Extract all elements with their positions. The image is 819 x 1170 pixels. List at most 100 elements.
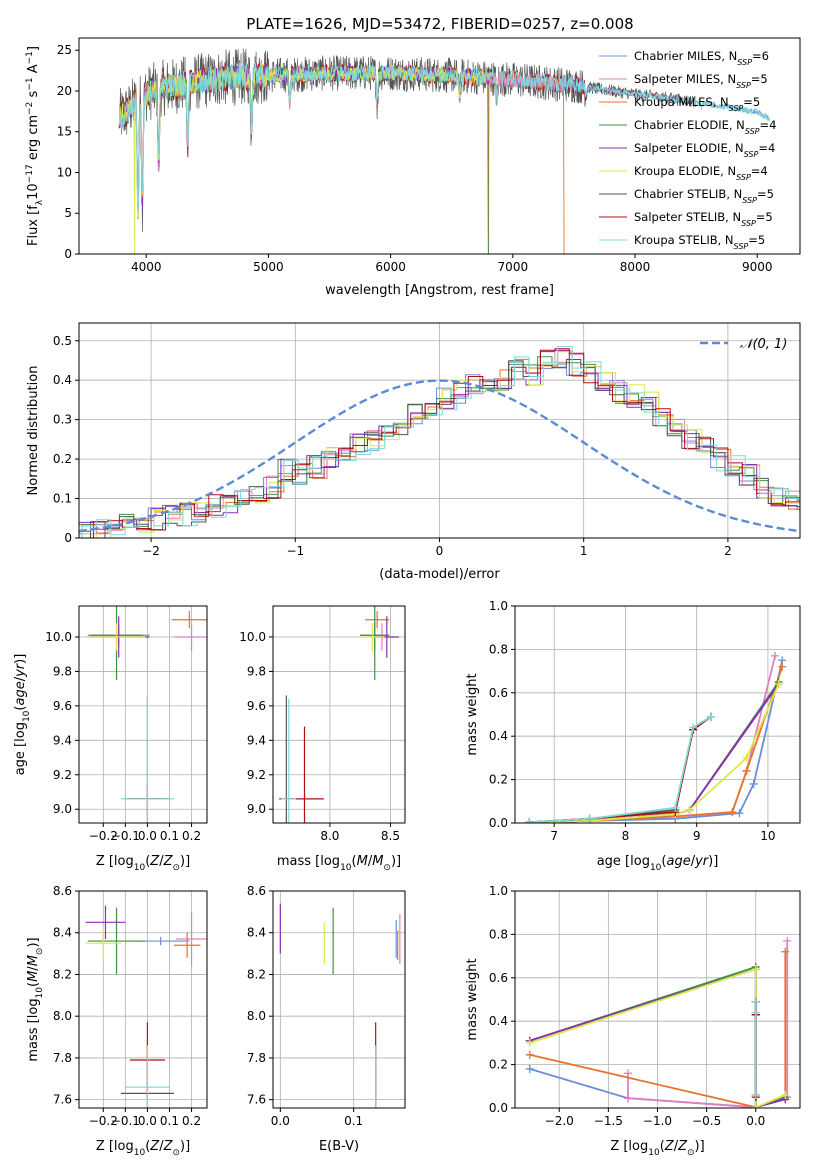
label-part: )] bbox=[391, 854, 401, 869]
legend-text: Kroupa ELODIE, N bbox=[634, 164, 736, 178]
y-axis-label: Flux [fλ10−17 erg cm−2 s−1 A−1] bbox=[25, 46, 45, 246]
x-tick-label: 10 bbox=[760, 829, 775, 843]
label-part: Z [log bbox=[96, 1139, 134, 1154]
axis-label: age [log10(age/yr)] bbox=[13, 654, 32, 776]
x-tick-label: 0.0 bbox=[138, 1114, 157, 1128]
y-tick-label: 8.4 bbox=[53, 926, 72, 940]
label-part: λ bbox=[35, 199, 45, 205]
y-axis-label: mass weight bbox=[465, 673, 480, 755]
weight-kroupa_stelib-marker bbox=[585, 814, 594, 823]
label-part: ( bbox=[660, 1139, 665, 1154]
y-tick-label: 8.2 bbox=[53, 967, 72, 981]
legend-sub: SSP bbox=[745, 127, 760, 136]
plot-area bbox=[118, 48, 770, 254]
x-tick-label: 0.0 bbox=[138, 829, 157, 843]
x-tick-label: −0.1 bbox=[111, 829, 140, 843]
label-part: 10 bbox=[648, 1148, 660, 1158]
legend-label-chabrier_miles: Chabrier MILES, NSSP=6 bbox=[634, 49, 769, 67]
weight-chabrier_miles-line bbox=[529, 660, 784, 823]
y-tick-label: 0.2 bbox=[489, 773, 508, 787]
label-part: yr bbox=[13, 662, 28, 678]
plot-area bbox=[87, 606, 207, 823]
label-part: M bbox=[26, 955, 41, 966]
weight-kroupa_stelib-marker bbox=[671, 803, 680, 812]
y-tick-label: 10 bbox=[57, 165, 72, 179]
y-tick-label: 9.0 bbox=[247, 802, 266, 816]
label-part: −1 bbox=[25, 77, 35, 90]
x-axis-label: Z [log10(Z/Z⊙)] bbox=[610, 1139, 704, 1158]
x-tick-label: 9 bbox=[693, 829, 701, 843]
y-tick-label: 0.2 bbox=[489, 1058, 508, 1072]
y-tick-label: 10.0 bbox=[239, 630, 266, 644]
weight-kroupa_stelib-marker bbox=[751, 997, 760, 1006]
label-part: ⊙ bbox=[35, 948, 45, 956]
x-axis-label: wavelength [Angstrom, rest frame] bbox=[325, 283, 554, 298]
label-part: / bbox=[13, 676, 28, 681]
x-tick-label: −0.1 bbox=[111, 1114, 140, 1128]
label-part: ( bbox=[13, 706, 28, 711]
weight-chabrier_elodie-line bbox=[529, 681, 780, 823]
weight-kroupa_stelib-marker bbox=[525, 818, 534, 823]
x-tick-label: −0.5 bbox=[692, 1114, 721, 1128]
y-tick-label: 0.8 bbox=[489, 642, 508, 656]
label-part: ⊙ bbox=[383, 863, 391, 873]
legend-sub: SSP bbox=[736, 81, 751, 90]
weight-kroupa_elodie-marker bbox=[781, 1090, 790, 1099]
x-tick-label: 0.0 bbox=[746, 1114, 765, 1128]
weight-salpeter_elodie-line bbox=[529, 683, 780, 823]
y-tick-label: 0 bbox=[64, 247, 72, 261]
y-tick-label: 0.0 bbox=[489, 816, 508, 830]
y-axis-label: mass weight bbox=[465, 958, 480, 1040]
weight-chabrier_miles-line bbox=[529, 1001, 757, 1108]
label-part: 10 bbox=[134, 1148, 146, 1158]
x-tick-label: 9000 bbox=[742, 260, 773, 274]
legend-suffix: =4 bbox=[760, 118, 777, 132]
weight-kroupa_elodie-marker bbox=[525, 1038, 534, 1047]
legend-sub: SSP bbox=[737, 58, 752, 67]
y-tick-label: 9.2 bbox=[247, 768, 266, 782]
y-tick-label: 8.0 bbox=[53, 1009, 72, 1023]
plot-area bbox=[279, 903, 401, 1108]
weight-kroupa_elodie-marker bbox=[774, 680, 783, 689]
x-tick-label: 2 bbox=[724, 544, 732, 558]
x-tick-label: −0.2 bbox=[89, 829, 118, 843]
plot-area bbox=[525, 651, 787, 823]
label-part: s bbox=[26, 90, 41, 101]
legend-normal-label: 𝒩(0, 1) bbox=[740, 337, 787, 352]
y-tick-label: 9.2 bbox=[53, 768, 72, 782]
y-tick-label: 25 bbox=[57, 43, 72, 57]
x-tick-label: 6000 bbox=[375, 260, 406, 274]
weight-kroupa_miles-marker bbox=[742, 766, 751, 775]
label-part: )] bbox=[26, 937, 41, 947]
weight-salpeter_miles-marker bbox=[783, 936, 792, 945]
label-part: / bbox=[691, 854, 696, 869]
label-part: −2 bbox=[25, 102, 35, 115]
axis-label: mass [log10(M/M⊙)] bbox=[26, 937, 45, 1061]
label-part: M bbox=[372, 854, 383, 869]
y-tick-label: 0.6 bbox=[489, 971, 508, 985]
label-part: )] bbox=[13, 654, 28, 664]
figure-title: PLATE=1626, MJD=53472, FIBERID=0257, z=0… bbox=[246, 15, 633, 33]
legend-sub: SSP bbox=[744, 150, 759, 159]
spectrum-chabrier_elodie-line bbox=[118, 64, 489, 254]
label-part: Z bbox=[163, 854, 174, 869]
y-tick-label: 7.6 bbox=[53, 1093, 72, 1107]
legend-suffix: =5 bbox=[751, 72, 768, 86]
label-part: Z bbox=[149, 854, 160, 869]
label-part: 10 bbox=[26, 183, 41, 200]
legend-label-salpeter_miles: Salpeter MILES, NSSP=5 bbox=[634, 72, 768, 90]
weight-kroupa_stelib-line bbox=[529, 715, 712, 823]
label-part: −1 bbox=[25, 51, 35, 64]
label-part: ( bbox=[352, 854, 357, 869]
x-tick-label: −0.2 bbox=[89, 1114, 118, 1128]
x-tick-label: 4000 bbox=[131, 260, 162, 274]
label-part: Flux [f bbox=[26, 205, 41, 246]
label-part: ( bbox=[661, 854, 666, 869]
label-part: Z [log bbox=[96, 854, 134, 869]
y-tick-label: 9.8 bbox=[247, 664, 266, 678]
label-part: ⊙ bbox=[172, 863, 180, 873]
x-tick-label: 8000 bbox=[620, 260, 651, 274]
spectrum-kroupa_stelib-line bbox=[118, 61, 770, 213]
label-part: 10 bbox=[650, 863, 662, 873]
